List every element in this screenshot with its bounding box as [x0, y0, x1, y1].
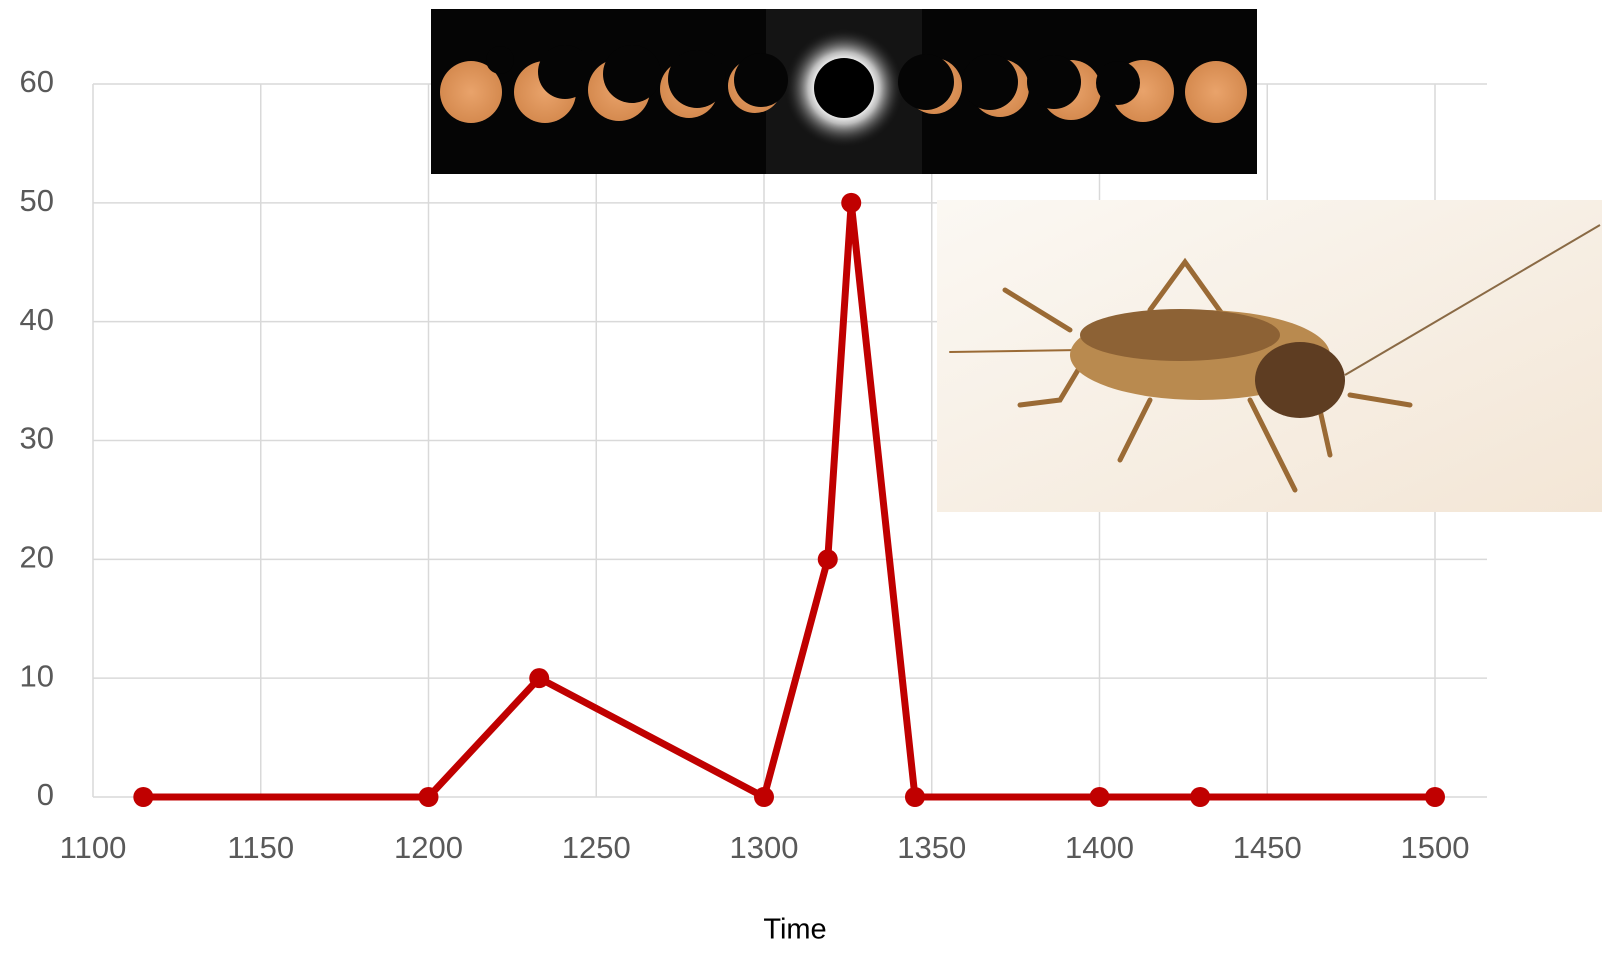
y-tick-label: 0 [37, 777, 54, 812]
x-tick-label: 1100 [60, 830, 127, 865]
x-tick-label: 1300 [730, 830, 799, 865]
y-tick-label: 40 [20, 302, 54, 337]
x-tick-label: 1500 [1401, 830, 1470, 865]
series-line [143, 199, 1435, 801]
data-point [133, 787, 154, 807]
x-axis-title: Time [763, 914, 826, 946]
plot [133, 192, 1445, 807]
x-tick-label: 1200 [394, 830, 463, 865]
grid: 0 10 20 30 40 50 60 1100 1150 1200 1250 1300 1350 140… [20, 64, 1487, 865]
data-point [1190, 787, 1211, 807]
data-point [904, 787, 925, 807]
y-tick-label: 30 [20, 421, 54, 456]
y-tick-label: 60 [20, 64, 54, 99]
y-tick-label: 50 [20, 183, 54, 218]
x-tick-label: 1450 [1233, 830, 1302, 865]
data-point [1089, 787, 1110, 807]
data-point [817, 549, 838, 570]
y-tick-label: 10 [20, 658, 54, 693]
data-point [841, 192, 862, 213]
eclipse-photo [431, 9, 1257, 174]
x-tick-label: 1250 [562, 830, 631, 865]
cricket-photo [937, 200, 1602, 512]
x-tick-label: 1400 [1065, 830, 1134, 865]
data-point [1425, 787, 1445, 807]
y-tick-label: 20 [20, 540, 54, 575]
x-tick-label: 1150 [227, 830, 294, 865]
x-tick-label: 1350 [897, 830, 966, 865]
data-point [529, 668, 550, 689]
data-point [754, 787, 774, 807]
data-point [418, 787, 439, 807]
